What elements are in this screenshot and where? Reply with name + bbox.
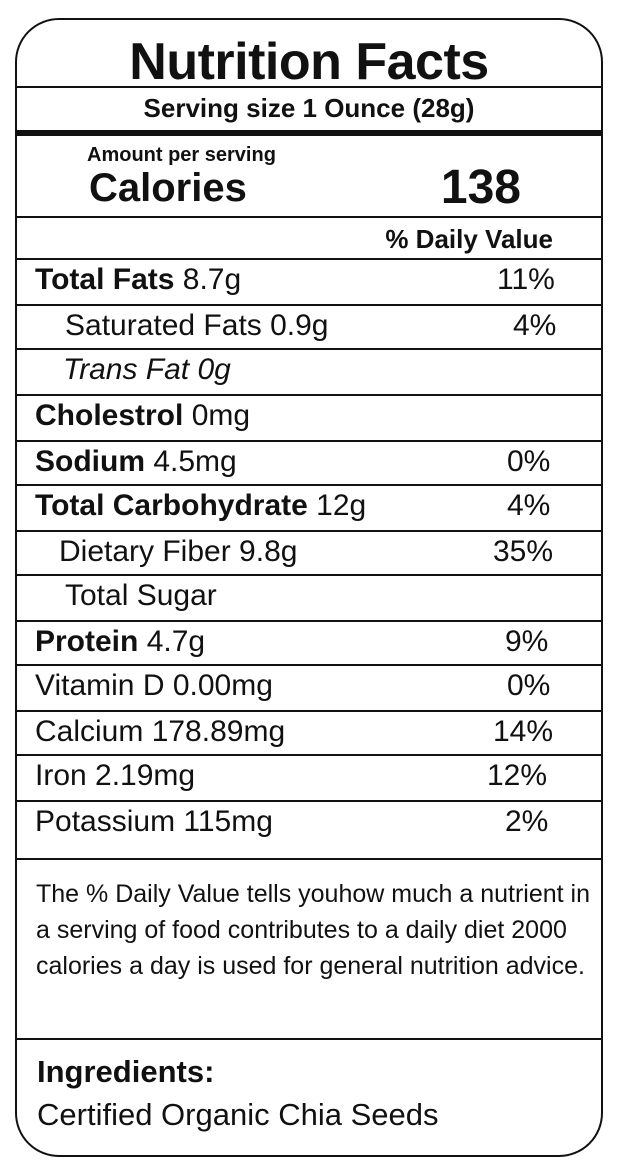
- ingredients-title: Ingredients:: [37, 1054, 215, 1089]
- nutrient-name: Dietary Fiber 9.8g: [59, 535, 298, 568]
- serving-size: Serving size 1 Ounce (28g): [17, 86, 601, 128]
- nutrient-name: Total Sugar: [65, 579, 217, 612]
- row-divider: [17, 620, 601, 622]
- nutrient-daily-value: 11%: [497, 263, 555, 296]
- nutrient-daily-value: 12%: [487, 759, 548, 792]
- row-divider: [17, 800, 601, 802]
- nutrition-label: Nutrition Facts Serving size 1 Ounce (28…: [15, 18, 603, 1157]
- nutrient-name: Iron 2.19mg: [35, 759, 196, 792]
- footnote-divider: [17, 858, 601, 860]
- calories-label: Calories: [89, 166, 247, 210]
- nutrient-name: Total Fats 8.7g: [35, 263, 242, 296]
- amount-per-serving: Amount per serving: [87, 144, 276, 166]
- calories-value: 138: [440, 161, 521, 214]
- daily-value-footnote: The % Daily Value tells youhow much a nu…: [36, 880, 590, 980]
- row-divider: [17, 530, 601, 532]
- row-divider: [17, 440, 601, 442]
- nutrient-daily-value: 0%: [507, 445, 551, 478]
- row-divider: [17, 710, 601, 712]
- nutrient-daily-value: 2%: [505, 805, 549, 838]
- nutrient-daily-value: 9%: [505, 625, 549, 658]
- nutrient-daily-value: 4%: [507, 489, 551, 522]
- row-divider: [17, 754, 601, 756]
- nutrient-name: Cholestrol 0mg: [35, 399, 251, 432]
- nutrient-daily-value: 14%: [493, 715, 554, 748]
- ingredients-divider: [17, 1038, 601, 1040]
- row-divider: [17, 304, 601, 306]
- daily-value-header: % Daily Value: [385, 224, 553, 254]
- label-title: Nutrition Facts: [129, 33, 489, 91]
- nutrient-name: Calcium 178.89mg: [35, 715, 286, 748]
- row-divider: [17, 484, 601, 486]
- nutrient-daily-value: 4%: [513, 309, 557, 342]
- nutrient-daily-value: 0%: [507, 669, 551, 702]
- nutrient-name: Saturated Fats 0.9g: [65, 309, 329, 342]
- nutrient-name: Total Carbohydrate 12g: [35, 489, 367, 522]
- row-divider: [17, 574, 601, 576]
- nutrient-name: Sodium 4.5mg: [35, 445, 237, 478]
- calories-divider: [17, 216, 601, 218]
- row-divider: [17, 394, 601, 396]
- nutrient-name: Vitamin D 0.00mg: [35, 669, 273, 702]
- row-divider: [17, 348, 601, 350]
- nutrient-daily-value: 35%: [493, 535, 554, 568]
- nutrient-name: Protein 4.7g: [35, 625, 206, 658]
- ingredients-text: Certified Organic Chia Seeds: [37, 1097, 439, 1132]
- nutrient-name: Potassium 115mg: [35, 805, 273, 838]
- nutrient-name: Trans Fat 0g: [63, 353, 231, 386]
- row-divider: [17, 664, 601, 666]
- thick-divider: [17, 130, 601, 136]
- row-divider: [17, 258, 601, 260]
